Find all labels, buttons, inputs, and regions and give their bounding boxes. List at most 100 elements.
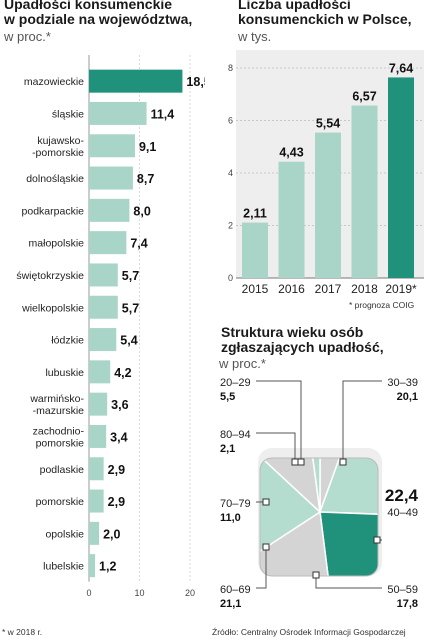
pie-value-label: 11,0 (220, 512, 241, 524)
regions-bar (89, 360, 111, 384)
yearly-x-tick-label: 2017 (315, 282, 342, 296)
regions-value-label: 2,0 (103, 527, 120, 541)
left-footnote: * w 2018 r. (2, 627, 43, 637)
yearly-bar (278, 161, 305, 278)
regions-bar (89, 392, 108, 416)
pie-category-label: 40–49 (387, 507, 418, 519)
pie-slice (304, 458, 321, 513)
regions-x-tick-label: 0 (86, 588, 91, 598)
regions-value-label: 2,9 (108, 495, 125, 509)
top-right-footnote: * prognoza COIG (349, 300, 415, 310)
regions-category-label: lubelskie (43, 561, 84, 573)
regions-bar (89, 101, 147, 125)
left-title-line-2: w podziale na województwa, (4, 11, 193, 27)
yearly-y-tick-label: 2 (228, 221, 233, 231)
regions-value-label: 18,5 (186, 75, 205, 89)
regions-category-label: podkarpackie (22, 205, 85, 217)
regions-value-label: 5,7 (122, 269, 139, 283)
regions-value-label: 3,6 (111, 398, 128, 412)
pie-category-label: 80–94 (220, 429, 251, 441)
yearly-bar (351, 105, 378, 278)
regions-value-label: 5,4 (120, 334, 137, 348)
regions-bar (89, 198, 130, 222)
left-chart-title: Upadłości konsumenckie w podziale na woj… (4, 0, 214, 27)
regions-bar (89, 424, 107, 448)
regions-value-label: 3,4 (110, 430, 127, 444)
pie-category-label: 70–79 (220, 498, 251, 510)
regions-bar (89, 231, 127, 255)
regions-category-label: podlaskie (40, 464, 85, 476)
regions-bar-chart: 0 10 20 mazowieckie 18,5 śląskie 11,4 kujawsko… (16, 55, 205, 598)
yearly-bar (315, 132, 341, 278)
regions-bar (89, 166, 133, 190)
yearly-value-label: 7,64 (389, 61, 413, 75)
left-title-line-1: Upadłości konsumenckie (4, 0, 173, 12)
pie-leader-line (315, 575, 382, 589)
pie-category-label: 20–29 (220, 377, 251, 389)
regions-value-label: 8,7 (137, 172, 154, 186)
top-right-chart-subtitle: w tys. (238, 29, 272, 44)
pie-slice (319, 511, 378, 576)
regions-category-label: lubuskie (45, 367, 84, 379)
regions-category-label: opolskie (45, 528, 84, 540)
top-right-chart-title: Liczba upadłości konsumenckich w Polsce, (238, 0, 424, 27)
regions-value-label: 8,0 (133, 204, 150, 218)
regions-value-label: 5,7 (122, 301, 139, 315)
pie-title-line-2: zgłaszających upadłość, (221, 339, 384, 355)
pie-slice (260, 458, 322, 514)
regions-category-label: świętokrzyskie (16, 270, 84, 282)
pie-value-label: 22,4 (385, 486, 419, 505)
yearly-value-label: 2,11 (243, 207, 267, 221)
pie-category-label: 30–39 (387, 377, 418, 389)
regions-value-label: 11,4 (151, 107, 175, 121)
yearly-x-tick-label: 2015 (242, 282, 269, 296)
pie-marker (373, 536, 381, 544)
pie-marker (291, 458, 299, 466)
yearly-y-tick-label: 6 (228, 116, 233, 126)
yearly-x-tick-label: 2016 (278, 282, 305, 296)
regions-value-label: 9,1 (139, 140, 156, 154)
regions-bar (89, 328, 117, 352)
pie-leader-line (256, 380, 302, 462)
pie-leader-line (342, 380, 382, 462)
regions-category-label: zachodnio-pomorskie (33, 425, 85, 449)
yearly-value-label: 4,43 (279, 146, 303, 160)
regions-category-label: wielkopolskie (21, 302, 84, 314)
regions-category-label: pomorskie (36, 496, 85, 508)
yearly-value-label: 6,57 (352, 90, 376, 104)
regions-value-label: 1,2 (99, 560, 116, 574)
regions-bar (89, 457, 104, 481)
pie-marker (262, 498, 270, 506)
regions-bar (89, 521, 100, 545)
yearly-y-tick-label: 4 (228, 168, 233, 178)
regions-value-label: 4,2 (114, 366, 131, 380)
regions-bar (89, 295, 118, 319)
pie-marker (262, 543, 270, 551)
yearly-bar-chart: 0 2 4 6 8 2,11 2015 4,43 2016 5,54 2017 6,57 2018 7,… (228, 50, 424, 296)
yearly-bar (388, 77, 414, 278)
pie-category-label: 50–59 (387, 584, 418, 596)
regions-x-tick-label: 20 (185, 588, 195, 598)
pie-value-label: 21,1 (220, 598, 241, 610)
regions-value-label: 7,4 (130, 237, 147, 251)
yearly-y-tick-label: 8 (228, 63, 233, 73)
pie-slice (260, 510, 335, 576)
pie-title-line-1: Struktura wieku osób (221, 324, 364, 340)
yearly-x-tick-label: 2018 (351, 282, 378, 296)
regions-category-label: warmińsko--mazurskie (29, 393, 84, 417)
regions-category-label: małopolskie (29, 238, 85, 250)
regions-bar (89, 489, 104, 513)
pie-marker (297, 458, 305, 466)
pie-leader-line (256, 432, 296, 462)
pie-category-label: 60–69 (220, 584, 251, 596)
pie-value-label: 2,1 (220, 443, 235, 455)
regions-category-label: kujawsko--pomorskie (32, 135, 84, 159)
yearly-bar (242, 222, 268, 278)
pie-chart-subtitle: w proc.* (219, 356, 266, 371)
pie-marker (312, 571, 320, 579)
regions-bar (89, 554, 96, 578)
regions-bar (89, 263, 118, 287)
pie-value-label: 17,8 (397, 598, 418, 610)
regions-bar (89, 69, 183, 93)
regions-category-label: łódzkie (51, 335, 84, 347)
